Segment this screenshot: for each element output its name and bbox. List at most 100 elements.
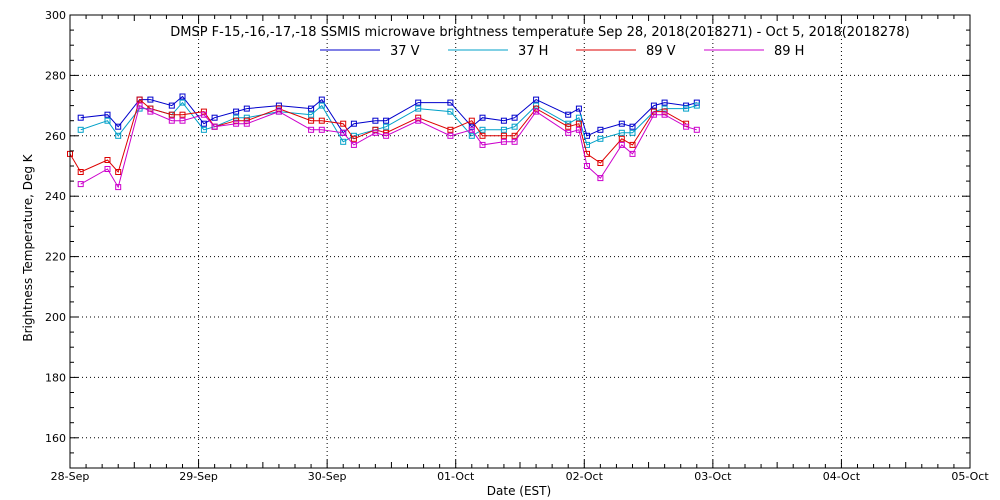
- data-point-89-h: [136, 102, 143, 109]
- data-point-89-h: [447, 132, 454, 139]
- data-point-37-v: [211, 114, 218, 121]
- data-point-89-h: [104, 166, 111, 172]
- data-point-89-h: [629, 150, 636, 157]
- data-point-37-v: [372, 117, 379, 124]
- data-point-37-v: [200, 120, 207, 127]
- y-axis-label: Brightness Temperature, Deg K: [21, 153, 35, 341]
- data-point-37-v: [447, 99, 454, 106]
- data-point-89-h: [661, 111, 668, 118]
- data-point-89-h: [597, 175, 604, 182]
- data-point-89-h: [243, 120, 250, 127]
- chart-title: DMSP F-15,-16,-17,-18 SSMIS microwave br…: [170, 25, 910, 40]
- x-tick-label: 03-Oct: [694, 470, 732, 483]
- data-point-89-h: [77, 181, 84, 188]
- data-point-37-v: [350, 120, 357, 127]
- plot-frame: [69, 14, 971, 469]
- grid-lines: [70, 15, 970, 468]
- y-tick-label: 160: [45, 432, 66, 445]
- x-tick-label: 04-Oct: [823, 470, 861, 483]
- data-point-89-h: [350, 141, 357, 148]
- data-point-89-h: [650, 111, 657, 118]
- x-tick-label: 02-Oct: [566, 470, 604, 483]
- data-point-37-v: [533, 96, 540, 103]
- data-point-89-h: [211, 123, 218, 130]
- series-layer: [67, 93, 700, 191]
- data-point-89-h: [533, 108, 540, 115]
- data-point-89-h: [233, 120, 240, 127]
- data-point-89-v: [200, 108, 207, 115]
- y-tick-label: 280: [45, 69, 66, 82]
- data-point-89-h: [584, 163, 590, 169]
- data-point-89-v: [104, 157, 111, 163]
- data-point-89-v: [511, 132, 518, 139]
- y-tick-label: 300: [45, 9, 66, 22]
- data-point-37-h: [468, 132, 475, 139]
- data-point-89-h: [275, 108, 282, 115]
- x-tick-label: 30-Sep: [308, 470, 347, 483]
- data-point-89-h: [693, 126, 700, 133]
- data-point-37-h: [618, 129, 625, 136]
- data-point-89-h: [468, 126, 475, 133]
- series-37-h: [77, 99, 700, 148]
- data-point-37-h: [479, 126, 486, 133]
- data-point-89-h: [575, 126, 582, 133]
- data-point-89-v: [618, 135, 625, 142]
- data-point-37-h: [200, 126, 207, 133]
- data-point-89-v: [318, 117, 325, 124]
- data-point-37-h: [318, 102, 325, 109]
- data-point-89-h: [500, 138, 507, 145]
- data-point-89-v: [308, 117, 315, 124]
- y-tick-label: 220: [45, 251, 66, 264]
- legend: 37 V 37 H 89 V 89 H: [320, 44, 804, 59]
- data-point-37-v: [511, 114, 518, 121]
- data-point-89-h: [683, 123, 690, 130]
- data-point-37-h: [115, 132, 122, 139]
- y-tick-label: 240: [45, 190, 66, 203]
- series-line-89-h: [80, 104, 697, 189]
- series-line-37-v: [80, 95, 697, 137]
- data-point-89-v: [479, 132, 486, 139]
- data-point-89-h: [511, 138, 518, 145]
- data-point-37-v: [565, 111, 572, 118]
- data-point-37-h: [597, 135, 604, 142]
- data-point-37-v: [468, 123, 475, 130]
- data-point-37-v: [115, 123, 122, 130]
- data-point-89-v: [661, 108, 668, 115]
- data-point-37-h: [308, 111, 315, 118]
- data-point-89-h: [383, 132, 390, 139]
- x-tick-label: 28-Sep: [51, 470, 90, 483]
- data-point-37-h: [447, 108, 454, 115]
- data-point-37-v: [104, 111, 111, 118]
- data-point-89-h: [479, 141, 486, 148]
- data-point-37-v: [597, 126, 604, 133]
- data-point-89-v: [629, 141, 636, 148]
- data-point-37-h: [693, 102, 700, 109]
- data-point-89-v: [179, 111, 186, 118]
- data-point-37-h: [77, 126, 84, 133]
- legend-label-89-v: 89 V: [646, 44, 676, 59]
- data-point-89-v: [340, 120, 347, 127]
- data-point-37-v: [243, 105, 250, 112]
- data-point-37-v: [479, 114, 486, 121]
- y-tick-label: 180: [45, 371, 66, 384]
- data-point-37-v: [650, 102, 657, 109]
- data-point-37-v: [661, 99, 668, 106]
- data-point-89-h: [308, 126, 315, 133]
- data-point-89-v: [136, 96, 143, 103]
- series-89-h: [77, 102, 700, 191]
- x-axis-label: Date (EST): [487, 484, 551, 498]
- legend-label-37-v: 37 V: [390, 44, 420, 59]
- series-line-37-h: [80, 101, 697, 146]
- data-point-89-h: [179, 117, 186, 124]
- data-point-89-v: [468, 117, 475, 124]
- data-point-37-h: [383, 123, 390, 130]
- data-point-89-h: [565, 129, 572, 136]
- data-point-37-v: [168, 102, 175, 109]
- data-point-89-h: [200, 111, 207, 118]
- data-point-89-v: [565, 123, 572, 130]
- data-point-37-v: [308, 105, 315, 112]
- x-tick-label: 05-Oct: [951, 470, 989, 483]
- data-point-37-h: [104, 117, 111, 124]
- y-tick-label: 260: [45, 130, 66, 143]
- data-point-37-h: [415, 105, 422, 112]
